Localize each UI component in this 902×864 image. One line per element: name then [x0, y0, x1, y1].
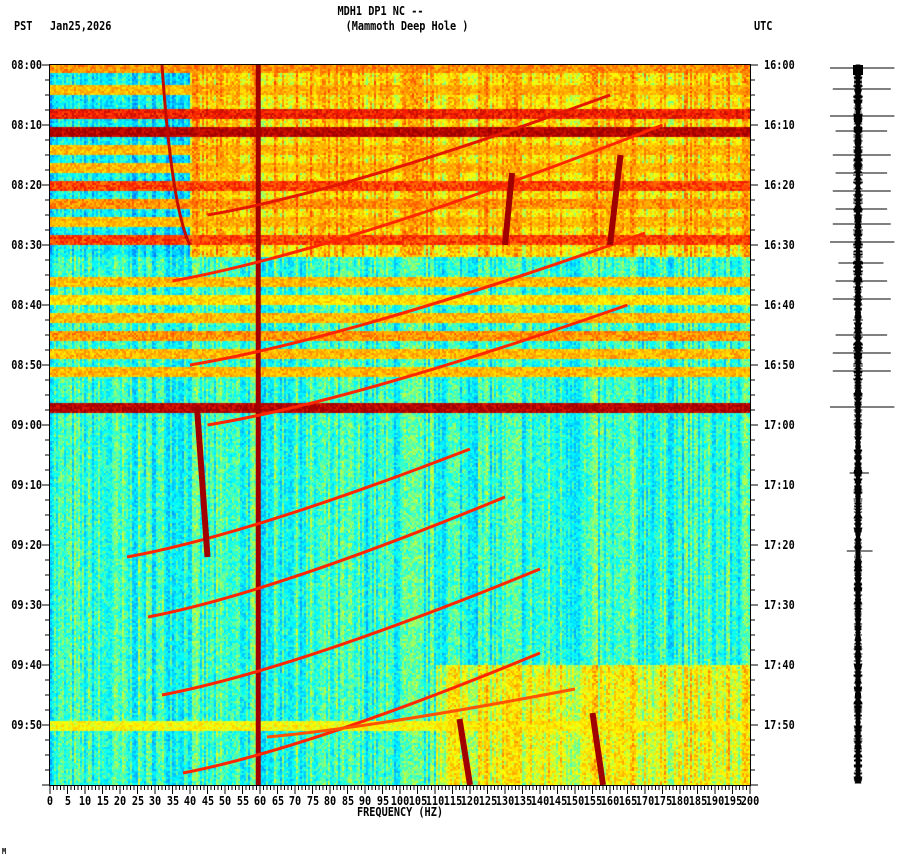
- chirp-line: [267, 689, 575, 737]
- y-tick-label-right: 16:40: [764, 299, 795, 311]
- seismogram-trace: [853, 65, 863, 75]
- y-tick-label-left: 09:00: [0, 419, 42, 431]
- burst: [460, 719, 471, 785]
- y-tick-label-right: 17:20: [764, 539, 795, 551]
- y-tick-label-left: 08:00: [0, 59, 42, 71]
- y-tick-label-right: 17:30: [764, 599, 795, 611]
- chirp-line: [183, 653, 540, 773]
- y-tick-label-right: 16:10: [764, 119, 795, 131]
- chirp-line: [208, 305, 628, 425]
- burst: [593, 713, 604, 785]
- y-tick-label-right: 16:00: [764, 59, 795, 71]
- y-tick-label-right: 17:50: [764, 719, 795, 731]
- y-tick-label-right: 16:20: [764, 179, 795, 191]
- burst: [610, 155, 621, 245]
- y-tick-label-left: 09:30: [0, 599, 42, 611]
- y-tick-label-right: 16:50: [764, 359, 795, 371]
- y-tick-label-left: 08:10: [0, 119, 42, 131]
- chirp-line: [127, 449, 470, 557]
- y-tick-label-left: 09:20: [0, 539, 42, 551]
- y-tick-label-left: 09:40: [0, 659, 42, 671]
- chirp-line: [208, 95, 611, 215]
- y-tick-label-right: 17:00: [764, 419, 795, 431]
- y-tick-label-left: 09:10: [0, 479, 42, 491]
- burst: [197, 407, 208, 557]
- x-axis-title: FREQUENCY (HZ): [349, 806, 451, 818]
- y-tick-label-left: 09:50: [0, 719, 42, 731]
- y-tick-label-right: 16:30: [764, 239, 795, 251]
- y-tick-label-left: 08:20: [0, 179, 42, 191]
- y-tick-label-left: 08:50: [0, 359, 42, 371]
- x-tick-label: 200: [733, 795, 767, 807]
- chirp-line: [148, 497, 505, 617]
- y-tick-label-right: 17:10: [764, 479, 795, 491]
- plot-frame: [50, 65, 751, 786]
- y-tick-label-left: 08:30: [0, 239, 42, 251]
- chirp-line: [173, 125, 663, 281]
- y-tick-label-right: 17:40: [764, 659, 795, 671]
- chirp-line: [162, 65, 190, 245]
- y-tick-label-left: 08:40: [0, 299, 42, 311]
